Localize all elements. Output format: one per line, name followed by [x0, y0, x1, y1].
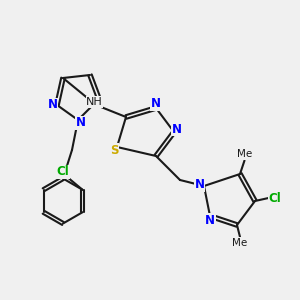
Text: N: N: [47, 98, 58, 112]
Text: Me: Me: [237, 149, 252, 160]
Text: Me: Me: [232, 238, 247, 248]
Text: N: N: [76, 116, 86, 130]
Text: N: N: [151, 97, 161, 110]
Text: Cl: Cl: [57, 165, 69, 178]
Text: S: S: [110, 143, 118, 157]
Text: Cl: Cl: [268, 191, 281, 205]
Text: NH: NH: [86, 97, 103, 107]
Text: N: N: [194, 178, 205, 191]
Text: N: N: [205, 214, 215, 227]
Text: N: N: [172, 122, 182, 136]
